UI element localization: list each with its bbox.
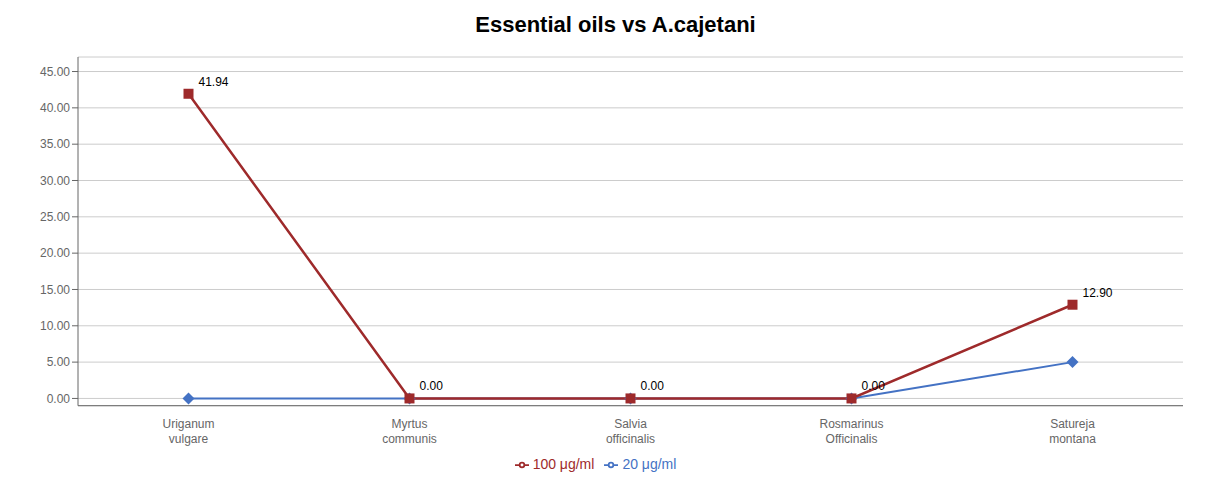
svg-text:0.00: 0.00 xyxy=(47,392,71,406)
svg-text:41.94: 41.94 xyxy=(199,75,229,89)
svg-text:30.00: 30.00 xyxy=(40,174,70,188)
svg-text:0.00: 0.00 xyxy=(420,379,444,393)
svg-text:35.00: 35.00 xyxy=(40,137,70,151)
svg-text:45.00: 45.00 xyxy=(40,65,70,79)
svg-text:20.00: 20.00 xyxy=(40,246,70,260)
svg-text:0.00: 0.00 xyxy=(641,379,665,393)
html-text:Essential oils vs A.cajetani: Essential oils vs A.cajetani xyxy=(475,12,756,37)
svg-text:5.00: 5.00 xyxy=(47,355,71,369)
svg-text:Myrtuscommunis: Myrtuscommunis xyxy=(382,417,437,446)
svg-text:12.90: 12.90 xyxy=(1083,286,1113,300)
svg-text:40.00: 40.00 xyxy=(40,101,70,115)
svg-text:15.00: 15.00 xyxy=(40,283,70,297)
svg-text:RosmarinusOfficinalis: RosmarinusOfficinalis xyxy=(819,417,883,446)
svg-text:0.00: 0.00 xyxy=(862,379,886,393)
html-text:100 μg/ml: 100 μg/ml xyxy=(532,455,595,472)
svg-text:Saturejamontana: Saturejamontana xyxy=(1049,417,1096,446)
svg-text:Uriganumvulgare: Uriganumvulgare xyxy=(162,417,214,446)
svg-text:25.00: 25.00 xyxy=(40,210,70,224)
html-text:20 μg/ml: 20 μg/ml xyxy=(622,455,677,472)
svg-text:10.00: 10.00 xyxy=(40,319,70,333)
svg-text:Salviaofficinalis: Salviaofficinalis xyxy=(606,417,655,446)
